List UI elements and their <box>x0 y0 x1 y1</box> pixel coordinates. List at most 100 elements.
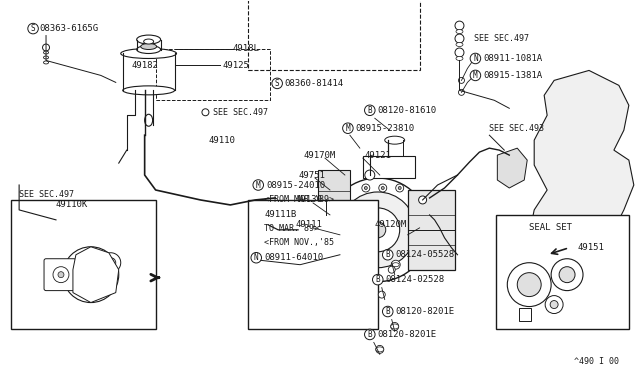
Text: 49111B: 49111B <box>264 211 296 219</box>
Text: 08915-23810: 08915-23810 <box>356 124 415 133</box>
Ellipse shape <box>376 347 384 352</box>
Circle shape <box>52 216 60 224</box>
Text: 08120-81610: 08120-81610 <box>378 106 437 115</box>
Text: 08915-24010: 08915-24010 <box>266 180 325 189</box>
Text: B: B <box>385 250 390 259</box>
Circle shape <box>362 184 370 192</box>
Circle shape <box>368 273 378 282</box>
Polygon shape <box>73 247 119 302</box>
Circle shape <box>391 323 399 330</box>
Text: <FROM NOV.,'85: <FROM NOV.,'85 <box>264 238 334 247</box>
Circle shape <box>388 266 396 273</box>
Bar <box>497 215 629 330</box>
Circle shape <box>326 178 429 282</box>
Circle shape <box>356 208 400 252</box>
Ellipse shape <box>456 57 463 61</box>
Ellipse shape <box>44 51 49 54</box>
Text: 49121: 49121 <box>365 151 392 160</box>
Bar <box>408 190 456 270</box>
Text: B: B <box>385 307 390 316</box>
Bar <box>519 308 531 321</box>
Text: 4918L: 4918L <box>232 44 259 53</box>
Text: N: N <box>473 54 477 63</box>
Circle shape <box>319 215 333 229</box>
Ellipse shape <box>143 39 154 44</box>
Text: 49151: 49151 <box>577 243 604 252</box>
Circle shape <box>455 21 464 30</box>
Text: 08120-8201E: 08120-8201E <box>396 307 455 316</box>
Ellipse shape <box>137 35 161 44</box>
Circle shape <box>455 34 464 43</box>
Text: 08360-81414: 08360-81414 <box>284 79 343 88</box>
Text: SEE SEC.497: SEE SEC.497 <box>19 190 74 199</box>
Text: 49120M: 49120M <box>375 220 407 230</box>
Bar <box>11 200 156 330</box>
Text: B: B <box>367 330 372 339</box>
Text: 08911-1081A: 08911-1081A <box>483 54 543 63</box>
Text: 08363-6165G: 08363-6165G <box>39 24 98 33</box>
Bar <box>248 200 378 330</box>
Bar <box>318 170 350 212</box>
Text: N: N <box>254 253 259 262</box>
Text: S: S <box>275 79 280 88</box>
Text: 49130: 49130 <box>295 195 322 205</box>
Circle shape <box>202 109 209 116</box>
Text: M: M <box>473 71 477 80</box>
Circle shape <box>378 291 385 298</box>
Text: 49751: 49751 <box>298 170 325 180</box>
Text: SEAL SET: SEAL SET <box>529 223 572 232</box>
Ellipse shape <box>44 56 49 59</box>
Text: 49110: 49110 <box>209 136 236 145</box>
Bar <box>298 222 328 238</box>
Circle shape <box>391 260 400 269</box>
Polygon shape <box>497 148 527 188</box>
Text: 49170M: 49170M <box>303 151 335 160</box>
Ellipse shape <box>456 42 463 46</box>
Text: M: M <box>346 124 350 133</box>
Circle shape <box>106 258 116 268</box>
Bar <box>156 48 270 100</box>
Text: 49111: 49111 <box>295 220 322 230</box>
Circle shape <box>545 296 563 314</box>
Circle shape <box>419 196 427 204</box>
Circle shape <box>551 259 583 291</box>
Ellipse shape <box>141 44 157 49</box>
Ellipse shape <box>121 48 177 58</box>
Text: S: S <box>31 24 35 33</box>
Ellipse shape <box>385 136 404 144</box>
Text: <FROM MAR.'89>: <FROM MAR.'89> <box>264 195 334 205</box>
Bar <box>363 156 415 178</box>
Text: TO MAR.'89>: TO MAR.'89> <box>264 224 319 233</box>
Ellipse shape <box>137 45 161 54</box>
Circle shape <box>379 184 387 192</box>
Circle shape <box>84 268 98 282</box>
Ellipse shape <box>369 276 376 280</box>
Text: 08124-05528: 08124-05528 <box>396 250 455 259</box>
Circle shape <box>370 222 386 238</box>
Text: SEE SEC.493: SEE SEC.493 <box>490 124 545 133</box>
Text: M: M <box>256 180 260 189</box>
Text: 08124-02528: 08124-02528 <box>386 275 445 284</box>
Text: ^490 I 00: ^490 I 00 <box>574 357 619 366</box>
Ellipse shape <box>392 263 399 267</box>
Text: SEE SEC.497: SEE SEC.497 <box>213 108 268 117</box>
Text: 08915-1381A: 08915-1381A <box>483 71 543 80</box>
Circle shape <box>550 301 558 308</box>
Ellipse shape <box>44 61 49 64</box>
Text: B: B <box>376 275 380 284</box>
Circle shape <box>355 217 364 226</box>
Circle shape <box>458 77 465 83</box>
Circle shape <box>398 186 401 189</box>
Text: 49110K: 49110K <box>56 201 88 209</box>
Circle shape <box>42 44 49 51</box>
Ellipse shape <box>123 86 175 95</box>
Circle shape <box>63 247 119 302</box>
Polygon shape <box>529 70 634 310</box>
Text: 08120-8201E: 08120-8201E <box>378 330 437 339</box>
Ellipse shape <box>145 114 152 126</box>
Circle shape <box>101 253 121 273</box>
Circle shape <box>58 272 64 278</box>
Circle shape <box>75 259 107 291</box>
Circle shape <box>53 267 69 283</box>
Ellipse shape <box>391 324 399 329</box>
